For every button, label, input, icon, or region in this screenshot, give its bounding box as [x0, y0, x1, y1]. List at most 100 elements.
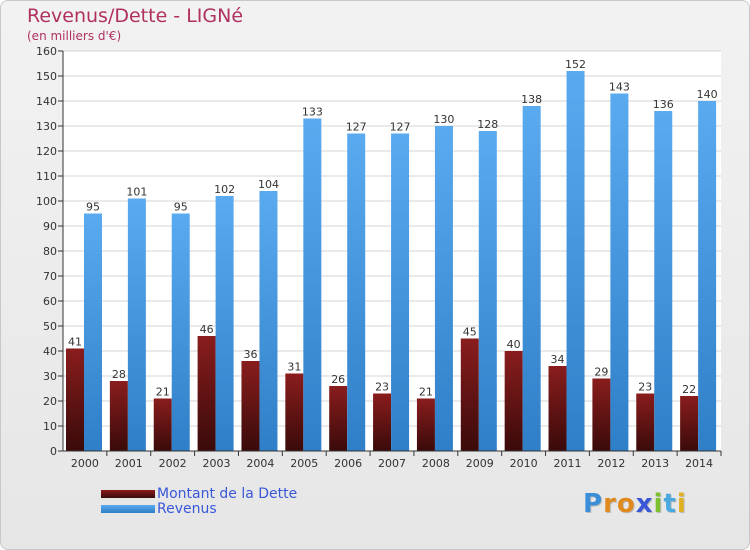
brand-letter: i — [653, 489, 664, 519]
brand-letter: i — [676, 489, 687, 519]
data-label-dette: 21 — [419, 386, 433, 399]
bar-revenus — [434, 126, 453, 451]
bar-revenus — [478, 131, 497, 451]
x-tick-label: 2005 — [290, 457, 318, 470]
brand-letter: P — [583, 489, 604, 519]
y-tick-label: 130 — [36, 120, 57, 133]
bar-revenus — [391, 133, 410, 451]
bar-revenus — [127, 198, 146, 451]
x-tick-label: 2011 — [553, 457, 581, 470]
y-tick-label: 70 — [43, 270, 57, 283]
bar-dette — [636, 393, 655, 451]
bar-revenus — [566, 71, 585, 451]
brand-letter: o — [616, 489, 636, 519]
data-label-dette: 40 — [507, 338, 521, 351]
data-label-dette: 46 — [200, 323, 214, 336]
data-label-revenus: 127 — [346, 121, 367, 134]
data-label-revenus: 140 — [697, 88, 718, 101]
bar-revenus — [654, 111, 673, 451]
data-label-dette: 34 — [551, 353, 565, 366]
y-tick-label: 80 — [43, 245, 57, 258]
legend-label-dette: Montant de la Dette — [157, 486, 298, 502]
y-tick-label: 110 — [36, 170, 57, 183]
data-label-dette: 23 — [638, 381, 652, 394]
bar-revenus — [259, 191, 278, 451]
bar-dette — [460, 338, 479, 451]
y-tick-label: 10 — [43, 420, 57, 433]
y-tick-label: 120 — [36, 145, 57, 158]
data-label-revenus: 138 — [521, 93, 542, 106]
x-tick-label: 2003 — [203, 457, 231, 470]
bar-revenus — [303, 118, 322, 451]
bar-revenus — [171, 213, 190, 451]
data-label-dette: 28 — [112, 368, 126, 381]
bar-revenus — [698, 101, 717, 451]
bar-dette — [197, 336, 216, 451]
data-label-revenus: 136 — [653, 98, 674, 111]
y-tick-label: 50 — [43, 320, 57, 333]
x-tick-label: 2010 — [510, 457, 538, 470]
bar-dette — [109, 381, 128, 451]
y-tick-label: 90 — [43, 220, 57, 233]
bar-revenus — [522, 106, 541, 451]
y-tick-label: 100 — [36, 195, 57, 208]
y-tick-label: 160 — [36, 45, 57, 58]
x-tick-label: 2013 — [641, 457, 669, 470]
data-label-revenus: 102 — [214, 183, 235, 196]
x-tick-label: 2004 — [246, 457, 274, 470]
bar-dette — [416, 398, 435, 451]
y-tick-label: 40 — [43, 345, 57, 358]
data-label-revenus: 127 — [390, 121, 411, 134]
data-label-dette: 45 — [463, 326, 477, 339]
data-label-revenus: 133 — [302, 106, 323, 119]
x-tick-label: 2009 — [466, 457, 494, 470]
bar-dette — [329, 386, 348, 451]
legend-swatch-dette — [101, 490, 155, 498]
bar-dette — [373, 393, 392, 451]
x-tick-label: 2014 — [685, 457, 713, 470]
bar-dette — [66, 348, 84, 451]
data-label-revenus: 152 — [565, 58, 586, 71]
data-label-dette: 36 — [243, 348, 257, 361]
y-tick-label: 140 — [36, 95, 57, 108]
y-tick-label: 0 — [50, 445, 57, 458]
y-tick-label: 150 — [36, 70, 57, 83]
legend-label-revenus: Revenus — [157, 501, 217, 517]
brand-logo: Proxiti — [583, 489, 687, 519]
x-tick-label: 2008 — [422, 457, 450, 470]
bar-revenus — [215, 196, 234, 451]
bar-revenus — [347, 133, 366, 451]
legend-swatch-revenus — [101, 505, 155, 513]
bar-dette — [153, 398, 172, 451]
y-tick-label: 20 — [43, 395, 57, 408]
bar-revenus — [84, 213, 102, 451]
y-tick-label: 60 — [43, 295, 57, 308]
x-tick-label: 2000 — [71, 457, 99, 470]
brand-letter: r — [603, 489, 617, 519]
data-label-revenus: 130 — [433, 113, 454, 126]
data-label-dette: 23 — [375, 381, 389, 394]
data-label-revenus: 128 — [477, 118, 498, 131]
x-tick-label: 2007 — [378, 457, 406, 470]
x-tick-label: 2001 — [115, 457, 143, 470]
data-label-dette: 31 — [287, 361, 301, 374]
data-label-dette: 41 — [68, 336, 82, 349]
data-label-dette: 29 — [594, 366, 608, 379]
chart-title: Revenus/Dette - LIGNé — [27, 5, 244, 27]
bar-dette — [504, 351, 523, 451]
data-label-revenus: 104 — [258, 178, 279, 191]
data-label-revenus: 143 — [609, 81, 630, 94]
data-label-revenus: 95 — [174, 201, 188, 214]
data-label-revenus: 101 — [126, 186, 147, 199]
data-label-dette: 26 — [331, 373, 345, 386]
x-tick-label: 2006 — [334, 457, 362, 470]
data-label-revenus: 95 — [86, 201, 100, 214]
bar-dette — [548, 366, 567, 451]
bar-dette — [241, 361, 260, 451]
x-tick-label: 2002 — [159, 457, 187, 470]
bar-dette — [592, 378, 611, 451]
data-label-dette: 22 — [682, 383, 696, 396]
data-label-dette: 21 — [156, 386, 170, 399]
